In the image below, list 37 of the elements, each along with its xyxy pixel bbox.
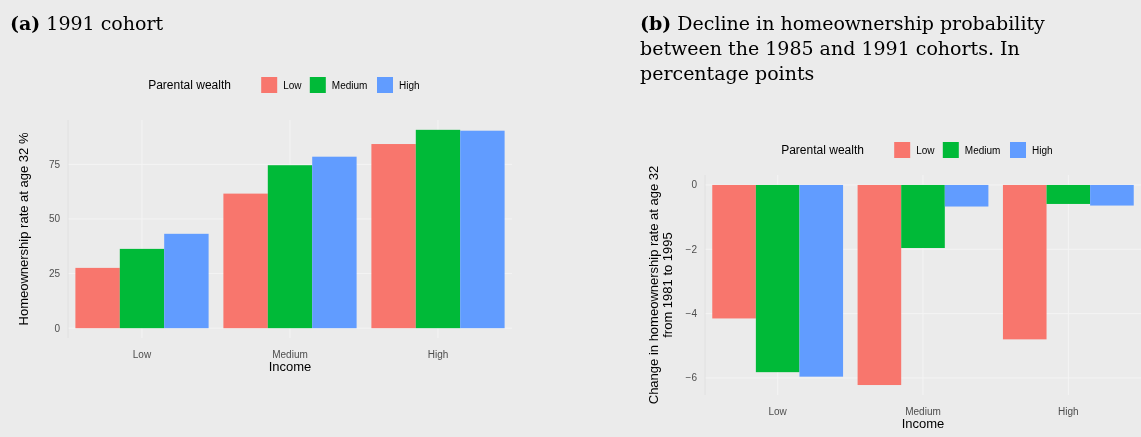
y-tick-label: 0 [54, 322, 61, 334]
x-axis-title: Income [901, 416, 945, 431]
y-tick-label: −6 [685, 372, 698, 384]
legend-label: High [1032, 144, 1053, 156]
bar [223, 193, 268, 329]
y-tick-label: −2 [685, 243, 698, 255]
chart-title: (b) Decline in homeownership probability between the 1985 and 1991 cohorts. In percentage points [640, 12, 1046, 84]
bar [119, 248, 165, 329]
x-tick-label: Low [132, 349, 152, 360]
y-tick-label: 75 [48, 158, 61, 170]
x-tick-label: High [1058, 406, 1079, 417]
y-axis-title: Homeownership rate at age 32 % [16, 132, 31, 326]
bar [371, 144, 416, 329]
chart-title: (a) 1991 cohort [10, 12, 164, 34]
y-tick-label: 25 [48, 268, 61, 280]
legend-title: Parental wealth [781, 143, 864, 158]
bar [312, 156, 357, 329]
legend-label: Low [916, 144, 936, 156]
legend-label: Medium [331, 79, 368, 91]
y-tick-label: −4 [685, 308, 698, 320]
y-tick-label: 50 [48, 213, 61, 225]
bar [267, 165, 313, 329]
bar [75, 267, 120, 329]
y-axis-title: Change in homeownership rate at age 32 from 1981 to 1995 [646, 165, 675, 405]
x-tick-label: High [427, 349, 449, 360]
x-tick-label: Low [768, 406, 788, 417]
legend-title: Parental wealth [148, 78, 231, 93]
x-axis-title: Income [268, 359, 312, 374]
x-tick-label: Medium [905, 406, 941, 417]
legend-label: Medium [964, 144, 1001, 156]
bar [460, 130, 505, 329]
bar [415, 129, 461, 329]
y-tick-label: 0 [691, 179, 698, 191]
x-tick-label: Medium [272, 349, 308, 360]
legend-label: High [399, 79, 420, 91]
legend-label: Low [283, 79, 303, 91]
bar [164, 233, 209, 329]
